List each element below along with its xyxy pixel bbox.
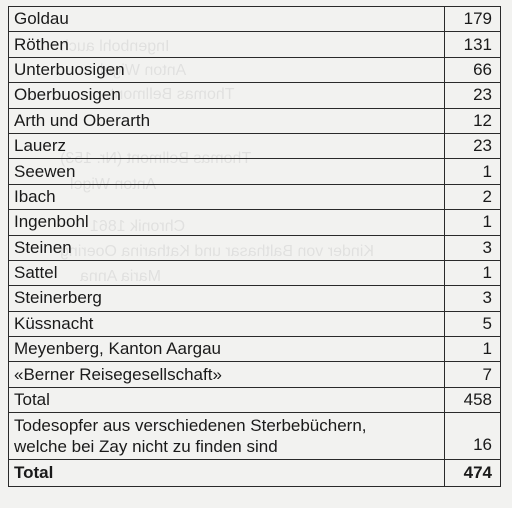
table-row: Oberbuosigen 23 — [8, 82, 501, 109]
subtotal-row: Total 458 — [8, 386, 501, 413]
table-row: Meyenberg, Kanton Aargau 1 — [8, 336, 501, 363]
grand-total-count: 474 — [444, 458, 501, 487]
table-row: Röthen 131 — [8, 31, 501, 58]
place-cell: «Berner Reisegesellschaft» — [8, 361, 445, 388]
count-cell: 1 — [444, 158, 501, 185]
count-cell: 179 — [444, 5, 501, 33]
place-cell: Arth und Oberarth — [8, 107, 445, 134]
place-cell: Lauerz — [8, 132, 445, 160]
place-cell: Meyenberg, Kanton Aargau — [8, 336, 445, 363]
count-cell: 23 — [444, 82, 501, 109]
extra-victims-count: 16 — [444, 411, 501, 460]
extra-victims-label: Todesopfer aus verschiedenen Sterbebüche… — [8, 411, 445, 460]
table-row: «Berner Reisegesellschaft» 7 — [8, 361, 501, 388]
place-cell: Röthen — [8, 31, 445, 58]
table-row: Goldau 179 — [8, 5, 501, 33]
place-cell: Küssnacht — [8, 310, 445, 338]
count-cell: 131 — [444, 31, 501, 58]
table-row: Ibach 2 — [8, 183, 501, 211]
subtotal-label: Total — [8, 386, 445, 413]
table-body: Goldau 179 Röthen 131 Unterbuosigen 66 Ober… — [8, 5, 501, 487]
table-row: Seewen 1 — [8, 158, 501, 185]
count-cell: 5 — [444, 310, 501, 338]
count-cell: 7 — [444, 361, 501, 388]
place-cell: Sattel — [8, 259, 445, 287]
count-cell: 66 — [444, 56, 501, 84]
table-row: Küssnacht 5 — [8, 310, 501, 338]
table-row: Sattel 1 — [8, 259, 501, 287]
table-row: Arth und Oberarth 12 — [8, 107, 501, 134]
casualties-table: Goldau 179 Röthen 131 Unterbuosigen 66 Ober… — [8, 5, 501, 487]
place-cell: Steinerberg — [8, 285, 445, 312]
place-cell: Goldau — [8, 5, 445, 33]
place-cell: Seewen — [8, 158, 445, 185]
grand-total-label: Total — [8, 458, 445, 487]
count-cell: 3 — [444, 234, 501, 261]
table-row: Ingenbohl 1 — [8, 209, 501, 236]
place-cell: Steinen — [8, 234, 445, 261]
table-row: Steinerberg 3 — [8, 285, 501, 312]
table-row: Lauerz 23 — [8, 132, 501, 160]
count-cell: 1 — [444, 336, 501, 363]
count-cell: 1 — [444, 259, 501, 287]
place-cell: Ibach — [8, 183, 445, 211]
count-cell: 12 — [444, 107, 501, 134]
extra-victims-line-2: welche bei Zay nicht zu finden sind — [14, 436, 278, 456]
extra-victims-row: Todesopfer aus verschiedenen Sterbebüche… — [8, 411, 501, 460]
table-row: Steinen 3 — [8, 234, 501, 261]
count-cell: 2 — [444, 183, 501, 211]
place-cell: Ingenbohl — [8, 209, 445, 236]
count-cell: 1 — [444, 209, 501, 236]
table-row: Unterbuosigen 66 — [8, 56, 501, 84]
subtotal-count: 458 — [444, 386, 501, 413]
place-cell: Unterbuosigen — [8, 56, 445, 84]
grand-total-row: Total 474 — [8, 458, 501, 487]
extra-victims-line-1: Todesopfer aus verschiedenen Sterbebüche… — [14, 415, 367, 435]
count-cell: 23 — [444, 132, 501, 160]
count-cell: 3 — [444, 285, 501, 312]
place-cell: Oberbuosigen — [8, 82, 445, 109]
